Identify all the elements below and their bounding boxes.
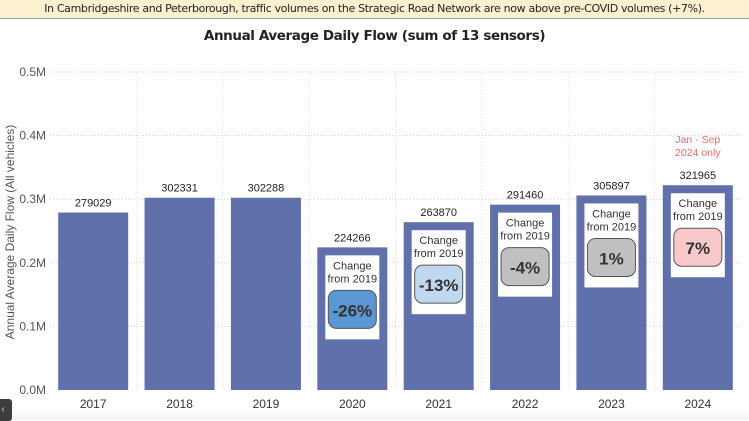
y-tick-label: 0.2M bbox=[19, 256, 46, 270]
y-tick-label: 0.4M bbox=[19, 129, 46, 143]
data-label-2019: 302288 bbox=[248, 183, 285, 195]
x-tick-label-2021: 2021 bbox=[425, 397, 452, 411]
data-label-2020: 224266 bbox=[334, 232, 371, 244]
x-tick-label-2023: 2023 bbox=[598, 397, 625, 411]
change-label-line1: Change bbox=[679, 198, 718, 210]
change-badge-2024 bbox=[673, 227, 723, 267]
data-label-2022: 291460 bbox=[507, 190, 544, 202]
change-value-2020: -26% bbox=[332, 301, 372, 320]
change-badge-2023 bbox=[586, 237, 636, 277]
x-tick-label-2018: 2018 bbox=[166, 397, 193, 411]
change-value-2024: 7% bbox=[686, 239, 711, 258]
summary-banner: In Cambridgeshire and Peterborough, traf… bbox=[0, 0, 749, 19]
x-tick-label-2017: 2017 bbox=[80, 397, 107, 411]
y-tick-label: 0.1M bbox=[19, 319, 46, 333]
data-label-2017: 279029 bbox=[75, 198, 112, 210]
change-label-line2: from 2019 bbox=[500, 231, 550, 243]
collapse-icon: ‹ bbox=[1, 404, 5, 415]
data-label-2023: 305897 bbox=[593, 180, 630, 192]
change-badge-2022 bbox=[500, 247, 550, 287]
change-label-line1: Change bbox=[506, 218, 545, 230]
footer-strip bbox=[0, 408, 749, 420]
annotation-note: Jan - Sep bbox=[675, 134, 720, 146]
change-label-line1: Change bbox=[333, 260, 372, 272]
change-label-line1: Change bbox=[419, 235, 458, 247]
data-label-2024: 321965 bbox=[679, 170, 716, 182]
collapse-button[interactable]: ‹ bbox=[0, 399, 12, 421]
data-label-2021: 263870 bbox=[420, 207, 457, 219]
y-tick-label: 0.5M bbox=[19, 65, 46, 79]
change-label-line2: from 2019 bbox=[673, 211, 723, 223]
x-tick-label-2024: 2024 bbox=[684, 397, 711, 411]
change-label-line2: from 2019 bbox=[414, 248, 464, 260]
bar-2018 bbox=[144, 197, 215, 390]
y-tick-label: 0.0M bbox=[19, 383, 46, 397]
change-value-2022: -4% bbox=[510, 259, 540, 278]
change-label-line1: Change bbox=[592, 208, 631, 220]
annotation-note: 2024 only bbox=[675, 147, 721, 159]
change-label-line2: from 2019 bbox=[587, 221, 637, 233]
change-label-line2: from 2019 bbox=[328, 273, 378, 285]
change-badge-2020 bbox=[327, 289, 377, 329]
change-value-2023: 1% bbox=[599, 249, 624, 268]
y-tick-label: 0.3M bbox=[19, 192, 46, 206]
change-badge-2021 bbox=[414, 264, 464, 304]
data-label-2018: 302331 bbox=[161, 183, 198, 195]
x-tick-label-2019: 2019 bbox=[253, 397, 280, 411]
x-tick-label-2020: 2020 bbox=[339, 397, 366, 411]
x-tick-label-2022: 2022 bbox=[512, 397, 539, 411]
bar-2017 bbox=[58, 212, 129, 390]
chart-title: Annual Average Daily Flow (sum of 13 sen… bbox=[203, 28, 546, 44]
bar-2019 bbox=[230, 197, 301, 390]
change-value-2021: -13% bbox=[419, 276, 459, 295]
